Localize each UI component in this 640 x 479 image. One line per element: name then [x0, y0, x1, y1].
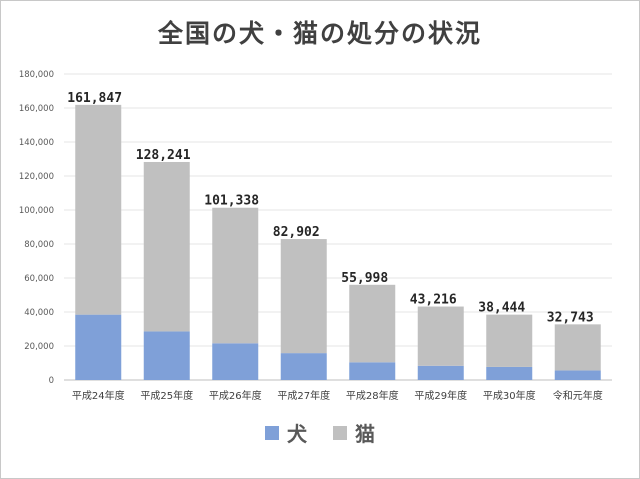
- bar-segment-cat: [280, 239, 327, 354]
- x-tick-label: 平成28年度: [346, 389, 399, 402]
- y-tick-label: 20,000: [24, 342, 54, 352]
- x-tick-label: 平成24年度: [72, 389, 125, 402]
- legend-label-dog: 犬: [287, 422, 307, 446]
- y-tick-label: 180,000: [19, 70, 54, 80]
- data-label-total: 38,444: [478, 301, 525, 316]
- data-label-total: 128,241: [136, 148, 191, 163]
- y-tick-label: 120,000: [19, 172, 54, 182]
- x-tick-label: 令和元年度: [553, 389, 603, 402]
- y-tick-label: 160,000: [19, 104, 54, 114]
- data-label-total: 32,743: [547, 310, 594, 325]
- chart-title: 全国の犬・猫の処分の状況: [157, 19, 482, 48]
- bar-segment-dog: [75, 314, 122, 380]
- bar-segment-dog: [143, 331, 190, 380]
- x-tick-label: 平成30年度: [483, 389, 536, 402]
- legend-label-cat: 猫: [355, 422, 375, 446]
- y-tick-label: 80,000: [24, 240, 54, 250]
- bar-segment-dog: [486, 366, 533, 380]
- bar-segment-dog: [349, 362, 396, 380]
- legend-swatch-cat: [333, 425, 347, 440]
- data-label-total: 43,216: [410, 293, 457, 308]
- chart-legend: 犬 猫: [0, 418, 640, 447]
- data-label-total: 101,338: [204, 194, 259, 209]
- x-tick-label: 平成26年度: [209, 389, 262, 402]
- legend-swatch-dog: [265, 425, 279, 440]
- y-tick-label: 100,000: [19, 206, 54, 216]
- x-tick-label: 平成25年度: [140, 389, 193, 402]
- legend-item-cat: 猫: [333, 418, 375, 447]
- bar-segment-cat: [212, 207, 259, 344]
- x-tick-label: 平成27年度: [277, 389, 330, 402]
- y-tick-label: 40,000: [24, 308, 54, 318]
- y-tick-label: 0: [49, 376, 54, 386]
- data-label-total: 55,998: [341, 271, 388, 286]
- bar-segment-cat: [143, 161, 190, 332]
- bar-segment-dog: [280, 353, 327, 380]
- y-tick-label: 140,000: [19, 138, 54, 148]
- bar-segment-cat: [417, 306, 464, 366]
- data-label-total: 161,847: [67, 91, 122, 106]
- bar-segment-cat: [349, 284, 396, 363]
- y-tick-label: 60,000: [24, 274, 54, 284]
- bar-segment-cat: [554, 324, 601, 371]
- bar-segment-cat: [486, 314, 533, 367]
- bar-segment-dog: [212, 343, 259, 380]
- bar-segment-dog: [417, 365, 464, 380]
- x-tick-label: 平成29年度: [414, 389, 467, 402]
- bar-segment-dog: [554, 370, 601, 380]
- legend-item-dog: 犬: [265, 418, 307, 447]
- bar-segment-cat: [75, 104, 122, 315]
- data-label-total: 82,902: [273, 225, 320, 240]
